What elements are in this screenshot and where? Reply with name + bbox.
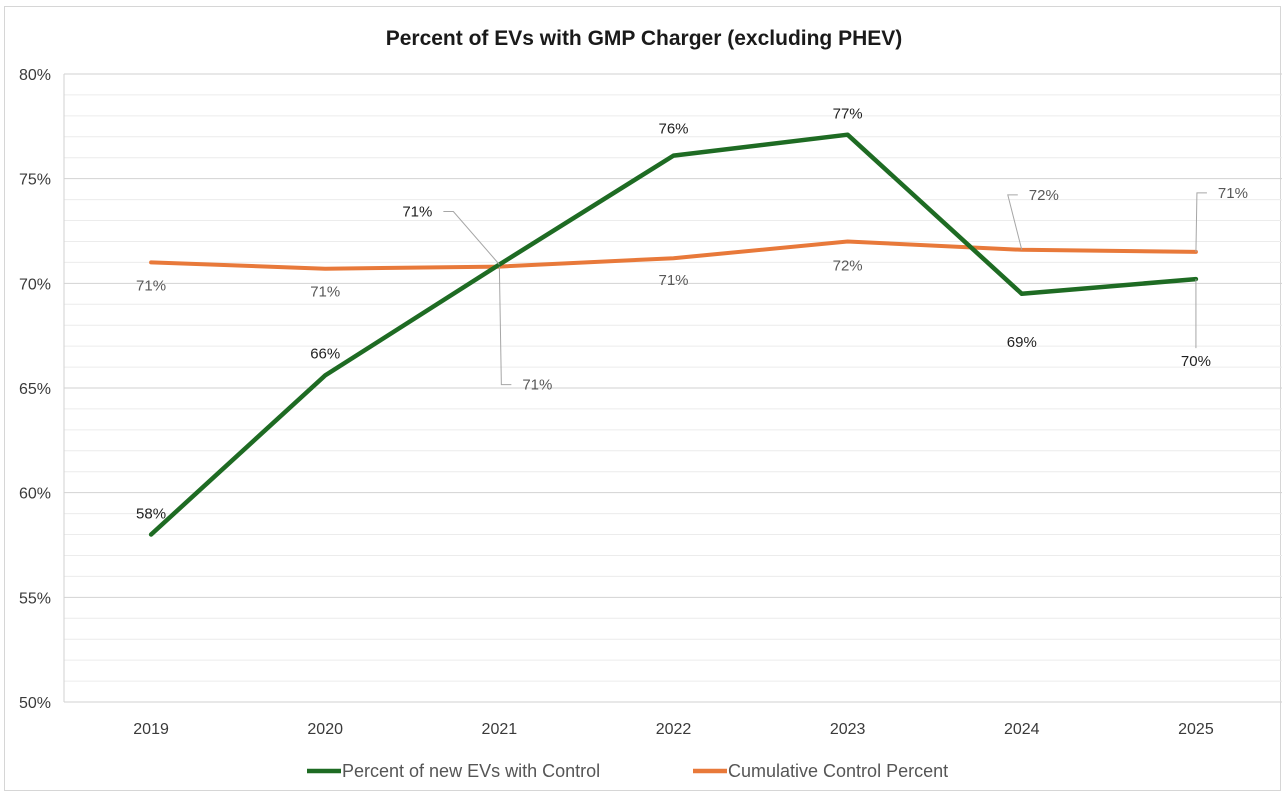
data-label-new-evs: 76%	[658, 121, 688, 138]
y-tick-label: 65%	[19, 381, 51, 398]
data-label-leader	[1007, 194, 1023, 250]
data-label-cumulative: 72%	[833, 257, 863, 274]
data-label-new-evs: 77%	[833, 106, 863, 123]
data-label-leader	[1195, 192, 1207, 252]
legend-item-cumulative: Cumulative Control Percent	[693, 761, 948, 781]
data-label-cumulative: 71%	[310, 284, 340, 301]
legend-label: Percent of new EVs with Control	[342, 761, 600, 781]
x-tick-label: 2020	[307, 721, 343, 738]
chart-title: Percent of EVs with GMP Charger (excludi…	[386, 27, 903, 50]
legend-item-new-evs: Percent of new EVs with Control	[307, 761, 600, 781]
data-label-layer: 58% 66% 71% 76% 77% 69% 70% 71% 71% 71% 71% 72% 72% 7…	[136, 106, 1248, 523]
line-chart: 50% 55% 60% 65% 70% 75% 80% 2019 2020 2021 2022 202…	[19, 27, 1282, 781]
data-label-new-evs: 58%	[136, 506, 166, 523]
data-label-cumulative: 71%	[658, 272, 688, 289]
series-line-cumulative	[149, 239, 1198, 271]
legend-label: Cumulative Control Percent	[728, 761, 948, 781]
data-label-cumulative: 71%	[136, 277, 166, 294]
y-tick-label: 50%	[19, 695, 51, 712]
data-label-leader	[443, 210, 500, 265]
series-line-new-evs	[148, 132, 1199, 537]
x-tick-label: 2022	[656, 721, 692, 738]
data-label-leader	[498, 266, 512, 386]
chart-frame: 50% 55% 60% 65% 70% 75% 80% 2019 2020 2021 2022 202…	[4, 6, 1282, 791]
data-label-new-evs: 69%	[1007, 334, 1037, 351]
data-label-cumulative: 71%	[522, 377, 552, 394]
axis-layer: 50% 55% 60% 65% 70% 75% 80% 2019 2020 2021 2022 202…	[19, 67, 1214, 738]
y-tick-label: 70%	[19, 276, 51, 293]
y-tick-label: 80%	[19, 67, 51, 84]
x-tick-label: 2019	[133, 721, 169, 738]
data-label-cumulative: 72%	[1029, 187, 1059, 204]
data-label-new-evs: 66%	[310, 345, 340, 362]
data-label-new-evs: 70%	[1181, 353, 1211, 370]
grid-layer	[64, 73, 1282, 703]
y-tick-label: 55%	[19, 590, 51, 607]
x-tick-label: 2023	[830, 721, 866, 738]
y-tick-label: 60%	[19, 486, 51, 503]
data-label-cumulative: 71%	[1218, 185, 1248, 202]
x-tick-label: 2025	[1178, 721, 1214, 738]
x-tick-label: 2024	[1004, 721, 1040, 738]
legend: Percent of new EVs with Control Cumulativ…	[307, 761, 948, 781]
y-tick-label: 75%	[19, 172, 51, 189]
x-tick-label: 2021	[482, 721, 518, 738]
data-label-new-evs: 71%	[402, 203, 432, 220]
